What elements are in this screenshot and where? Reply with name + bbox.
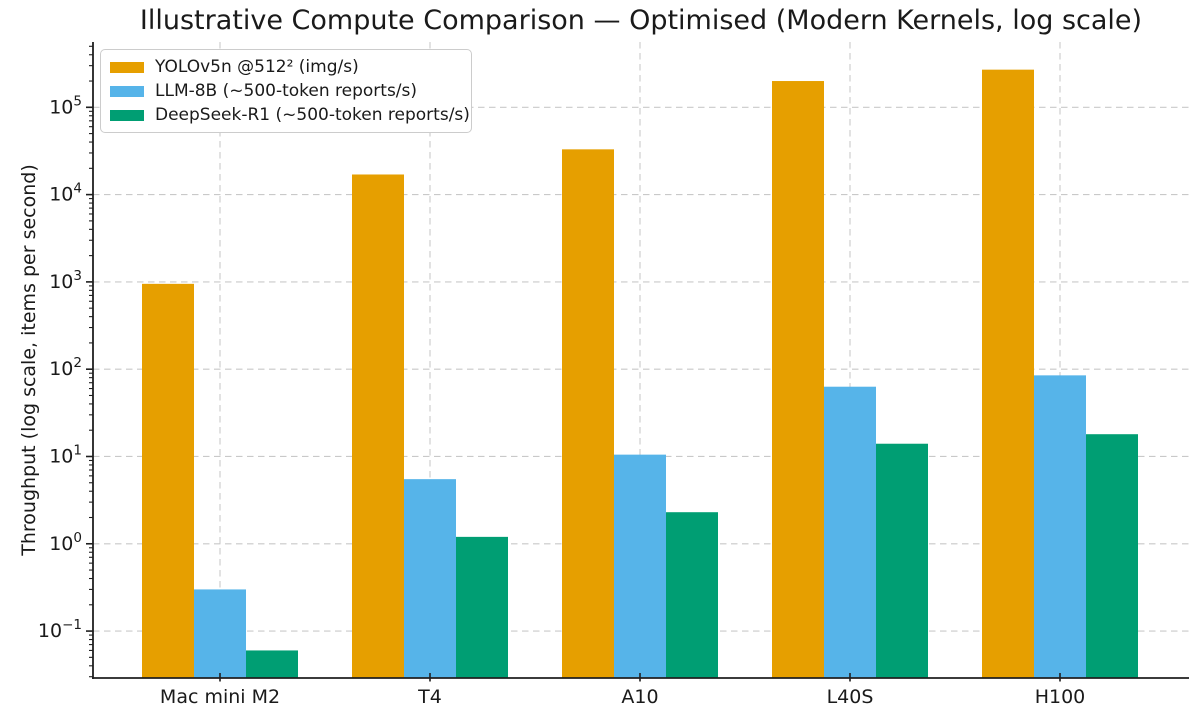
bar bbox=[142, 283, 194, 678]
chart-title: Illustrative Compute Comparison — Optimi… bbox=[139, 5, 1143, 36]
y-tick-label: 104 bbox=[49, 181, 82, 206]
legend-item: LLM-8B (~500-token reports/s) bbox=[110, 80, 463, 101]
x-tick-label: L40S bbox=[827, 686, 874, 708]
y-tick-label: 102 bbox=[49, 355, 82, 380]
bar bbox=[982, 69, 1034, 678]
bar bbox=[194, 589, 246, 678]
legend-item: YOLOv5n @512² (img/s) bbox=[110, 56, 463, 77]
bar bbox=[666, 512, 718, 678]
legend-swatch-llm bbox=[110, 85, 144, 97]
bar bbox=[562, 149, 614, 679]
bar bbox=[614, 454, 666, 678]
legend-label: DeepSeek-R1 (~500-token reports/s) bbox=[155, 104, 470, 125]
bar bbox=[246, 650, 298, 678]
bar bbox=[1086, 434, 1138, 678]
legend-swatch-yolo bbox=[110, 61, 144, 73]
bar bbox=[352, 174, 404, 678]
legend-label: LLM-8B (~500-token reports/s) bbox=[155, 80, 418, 101]
legend-swatch-deepseek bbox=[110, 109, 144, 121]
y-tick-label: 101 bbox=[49, 442, 82, 467]
bar bbox=[404, 479, 456, 678]
y-tick-label: 100 bbox=[49, 530, 82, 555]
y-tick-label: 103 bbox=[49, 268, 82, 293]
bar bbox=[1034, 375, 1086, 678]
bar bbox=[456, 536, 508, 678]
x-tick-label: A10 bbox=[621, 686, 658, 708]
x-tick-label: Mac mini M2 bbox=[160, 686, 280, 708]
legend: YOLOv5n @512² (img/s) LLM-8B (~500-token… bbox=[100, 49, 472, 133]
y-tick-label: 10−1 bbox=[38, 617, 82, 642]
legend-item: DeepSeek-R1 (~500-token reports/s) bbox=[110, 106, 470, 124]
legend-label: YOLOv5n @512² (img/s) bbox=[155, 56, 359, 77]
x-tick-label: H100 bbox=[1035, 686, 1086, 708]
bar bbox=[876, 443, 928, 678]
y-tick-label: 105 bbox=[49, 93, 82, 118]
x-tick-label: T4 bbox=[417, 686, 442, 708]
bar bbox=[824, 386, 876, 678]
bar bbox=[772, 81, 824, 678]
